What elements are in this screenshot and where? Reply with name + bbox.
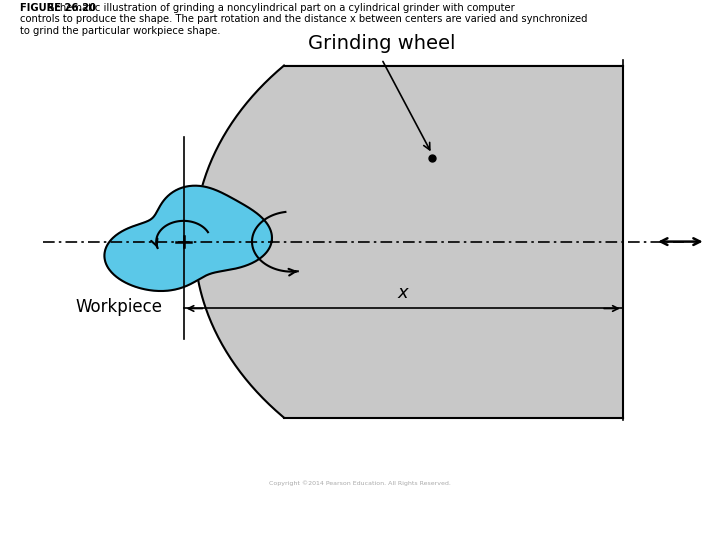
Text: Grinding wheel: Grinding wheel bbox=[308, 34, 455, 53]
Polygon shape bbox=[104, 186, 272, 291]
Polygon shape bbox=[194, 65, 623, 417]
Text: Workpiece: Workpiece bbox=[76, 298, 163, 315]
Text: FIGURE 26.20: FIGURE 26.20 bbox=[20, 3, 96, 13]
Text: ALWAYS LEARNING: ALWAYS LEARNING bbox=[11, 511, 84, 520]
Text: Manufacturing Engineering and Technology, Seventh Edition: Manufacturing Engineering and Technology… bbox=[130, 504, 372, 513]
Text: Copyright ©2014 by Pearson Education, Inc.: Copyright ©2014 by Pearson Education, In… bbox=[418, 504, 596, 513]
Text: PEARSON: PEARSON bbox=[644, 507, 720, 525]
Text: x: x bbox=[398, 284, 408, 302]
Text: Schematic illustration of grinding a noncylindrical part on a cylindrical grinde: Schematic illustration of grinding a non… bbox=[20, 3, 588, 36]
Text: All rights reserved.: All rights reserved. bbox=[341, 522, 418, 531]
Text: Serope Kalpakjian | Steven R. Schmid: Serope Kalpakjian | Steven R. Schmid bbox=[130, 522, 280, 531]
Text: Copyright ©2014 Pearson Education. All Rights Reserved.: Copyright ©2014 Pearson Education. All R… bbox=[269, 481, 451, 486]
